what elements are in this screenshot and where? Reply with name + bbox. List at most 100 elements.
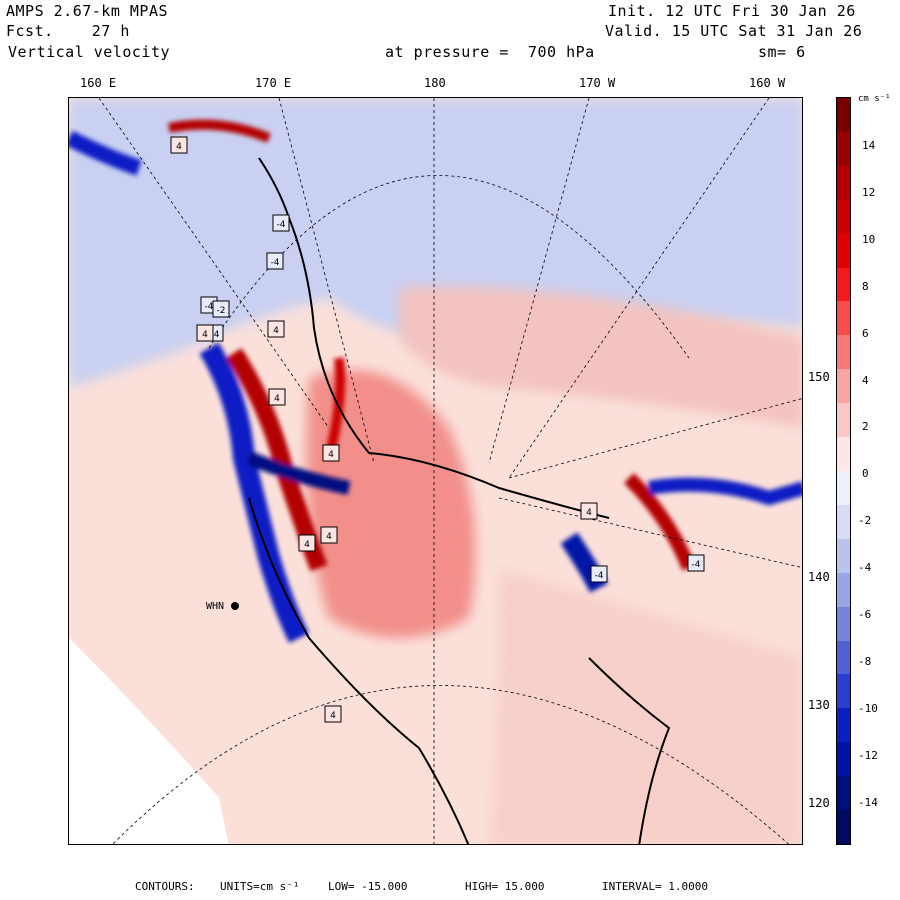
band-negative-west [199, 342, 309, 643]
contour-marker: 4 [268, 388, 286, 406]
colorbar-segment [837, 403, 850, 438]
meridian-170e [278, 98, 375, 464]
field-unshaded-corner [69, 638, 229, 844]
footer-units: UNITS=cm s⁻¹ [220, 880, 300, 893]
colorbar-tick-label: 10 [862, 232, 876, 246]
lat-label-150w: 150 W [808, 370, 845, 384]
colorbar-segment [837, 131, 850, 166]
graticule [98, 98, 802, 844]
colorbar-segment [837, 470, 850, 505]
contour-marker-box [266, 252, 284, 270]
contour-marker-label: -4 [277, 220, 286, 230]
colorbar-tick-label: -6 [858, 608, 872, 621]
lon-label-170w: 170 W [579, 76, 616, 90]
footer-low: LOW= -15.000 [328, 880, 408, 893]
contour-marker-box [170, 136, 188, 154]
colorbar-tick-label: -4 [858, 561, 872, 575]
colorbar-segment [837, 606, 850, 641]
colorbar-segment [837, 233, 850, 268]
contour-marker-box [212, 300, 230, 318]
contour-marker-box [268, 388, 286, 406]
colorbar-tick-label: 12 [862, 185, 876, 199]
contour-marker-box [580, 502, 598, 520]
contour-marker-box [322, 444, 340, 462]
contour-marker-box [590, 565, 608, 583]
contour-marker-label: 4 [274, 394, 280, 404]
lat-label-130w: 130 W [808, 698, 845, 712]
band-positive-east [624, 473, 696, 571]
colorbar-segment [837, 98, 850, 132]
colorbar-tick-label: 6 [862, 326, 869, 340]
meridian-160w [508, 98, 770, 479]
smoothing-value: sm= 6 [758, 43, 806, 61]
contour-marker-label: 4 [202, 330, 208, 340]
colorbar-segment [837, 708, 850, 743]
contour-marker-box [324, 705, 342, 723]
contour-marker-label: 4 [330, 711, 336, 721]
lon-label-160w: 160 W [749, 76, 786, 90]
lat-label-120w: 120 W [808, 796, 845, 810]
lon-label-170e: 170 E [255, 76, 292, 90]
contour-marker: -4 [590, 565, 608, 583]
band-negative-far-east [647, 477, 802, 506]
colorbar-tick-label: 8 [862, 279, 869, 293]
contour-marker-box [196, 324, 214, 342]
footer-high: HIGH= 15.000 [465, 880, 545, 893]
colorbar-segment [837, 437, 850, 471]
contour-marker-label: 4 [586, 508, 592, 518]
band-negative-east [560, 532, 608, 593]
forecast-hour: Fcst. 27 h [6, 22, 130, 40]
contour-marker: 4 [196, 324, 214, 342]
colorbar-segment [837, 504, 850, 539]
contour-marker-box [298, 534, 316, 552]
pressure-level: at pressure = 700 hPa [385, 43, 595, 61]
colorbar-tick-label: 14 [862, 139, 876, 152]
colorbar-segment [837, 369, 850, 404]
contour-marker: 4 [320, 526, 338, 544]
colorbar-segment [837, 674, 850, 709]
colorbar-segment [837, 301, 850, 336]
lat-label-140w: 140 W [808, 570, 845, 584]
contour-marker: -2 [212, 300, 230, 318]
contour-marker-label: 4 [328, 450, 334, 460]
meridian-140w [498, 497, 802, 568]
colorbar-segment [837, 335, 850, 370]
init-time: Init. 12 UTC Fri 30 Jan 26 [608, 2, 856, 20]
colorbar-segment [837, 538, 850, 573]
colorbar-tick-label: 4 [862, 373, 869, 387]
contour-marker-box [320, 526, 338, 544]
parallel-inner [208, 175, 690, 359]
parallel-outer [112, 685, 789, 844]
contour-marker: 4 [298, 534, 316, 552]
colorbar-segment [837, 572, 850, 607]
contour-marker-box [272, 214, 290, 232]
contour-marker: -4 [687, 554, 705, 572]
coastline-west [248, 497, 470, 844]
contour-marker: 4 [322, 444, 340, 462]
colorbar-segment [837, 165, 850, 200]
contour-marker-label: 4 [273, 326, 279, 336]
contour-marker-box [267, 320, 285, 338]
contour-marker-label: 4 [326, 532, 332, 542]
map-panel[interactable]: 4 -4 4 -4 -4 -4 -2 4 4 4 4 4 4 -4 4 -4 [68, 97, 803, 845]
field-positive-ridge [399, 286, 802, 428]
colorbar-segment [837, 267, 850, 302]
colorbar-segment [837, 199, 850, 234]
colorbar-tick-label: 2 [862, 420, 869, 434]
contour-marker-label: -4 [271, 258, 280, 268]
field-positive-south [489, 568, 802, 844]
field-name: Vertical velocity [8, 43, 171, 61]
valid-time: Valid. 15 UTC Sat 31 Jan 26 [605, 22, 863, 40]
contour-marker-label: -2 [217, 306, 226, 316]
contour-marker: -4 [266, 252, 284, 270]
lon-label-180: 180 [424, 76, 446, 90]
station-whn-dot [231, 602, 239, 610]
colorbar-tick-label: -8 [858, 654, 872, 668]
contour-marker-label: -4 [211, 330, 220, 340]
colorbar-segment [837, 640, 850, 675]
contour-marker-label: 4 [176, 142, 182, 152]
station-whn-label: WHN [206, 601, 225, 612]
coastline-south [588, 657, 671, 844]
